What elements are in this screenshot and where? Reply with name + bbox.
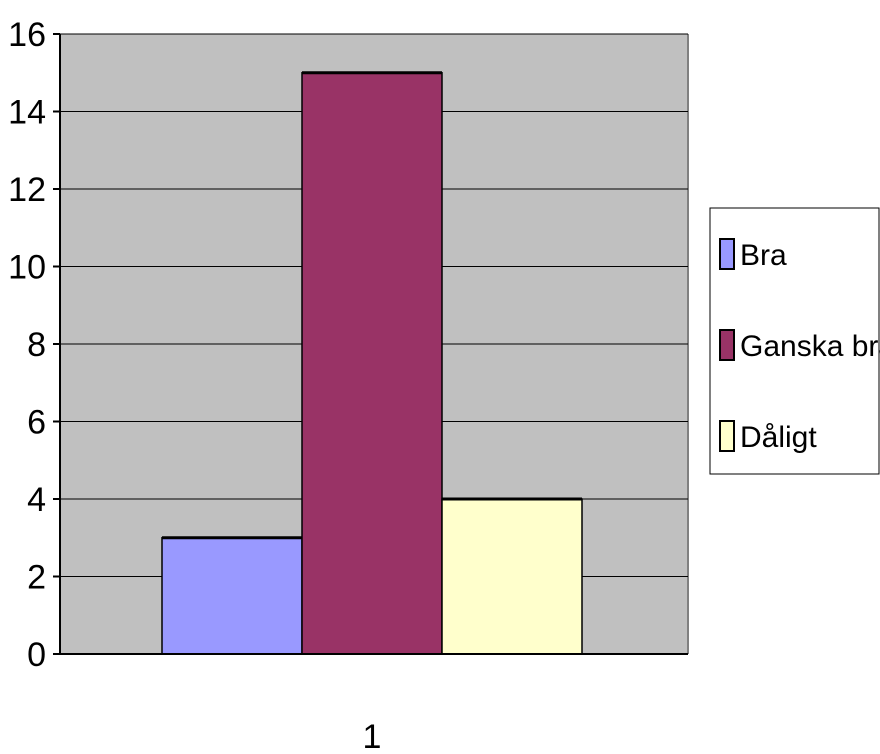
bar-dåligt [441,498,583,655]
x-axis-ticks: 1 [363,718,382,754]
y-tick-label: 14 [8,94,46,132]
y-tick-label: 12 [8,171,46,209]
bar-bra [161,537,303,655]
y-tick-label: 10 [8,249,46,287]
legend-swatch-ganska-bra [719,329,735,361]
legend-label: Bra [740,239,787,272]
y-tick-label: 0 [27,636,46,674]
bar-ganska-bra [301,72,443,655]
y-tick-label: 2 [27,559,46,597]
y-tick-label: 8 [27,326,46,364]
x-tick-label: 1 [363,718,382,754]
legend-label: Dåligt [740,421,817,454]
y-tick-label: 4 [27,481,46,519]
y-axis-ticks: 0 2 4 6 8 10 12 14 16 [8,16,60,674]
y-tick-label: 6 [27,404,46,442]
legend-swatch-bra [719,238,735,270]
y-tick-label: 16 [8,16,46,54]
legend-box [709,207,880,475]
legend-label: Ganska bra [740,330,880,363]
legend-swatch-dåligt [719,420,735,452]
plot-area [59,33,689,655]
legend: Bra Ganska bra Dåligt [709,207,880,475]
